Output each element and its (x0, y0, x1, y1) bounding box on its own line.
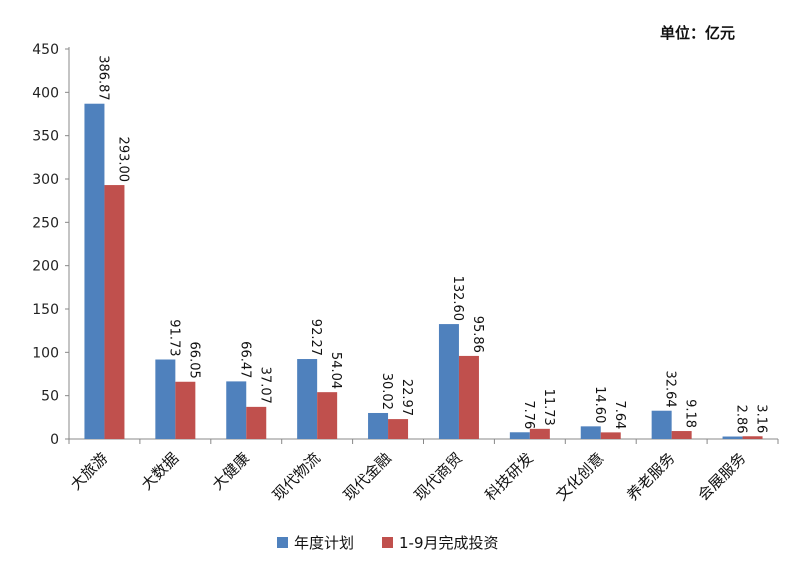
category-label: 会展服务 (694, 449, 749, 504)
y-tick-label: 300 (32, 172, 59, 188)
category-label: 大数据 (138, 449, 183, 494)
y-tick-label: 50 (41, 389, 59, 405)
category-label: 现代物流 (269, 449, 324, 504)
bar (722, 436, 743, 439)
y-tick-label: 100 (32, 345, 59, 361)
bar (600, 432, 621, 439)
category-label: 大旅游 (67, 449, 112, 494)
y-tick-label: 250 (32, 215, 59, 231)
data-label: 14.60 (592, 386, 607, 423)
category-label: 养老服务 (623, 449, 678, 504)
data-label: 32.64 (663, 370, 678, 407)
bar (742, 436, 763, 439)
bar (458, 355, 479, 439)
data-label: 9.18 (683, 399, 698, 428)
bar (368, 412, 389, 439)
data-label: 293.00 (115, 137, 130, 183)
legend-label: 1-9月完成投资 (399, 534, 499, 552)
bar (529, 428, 550, 439)
bar (388, 419, 409, 439)
data-label: 37.07 (257, 367, 272, 404)
bar (104, 185, 125, 439)
data-label: 95.86 (470, 316, 485, 353)
bar (175, 381, 196, 439)
data-label: 22.97 (399, 379, 414, 416)
bar (226, 381, 247, 439)
bar (509, 432, 530, 439)
category-label: 现代商贸 (411, 449, 466, 504)
bar (297, 359, 318, 439)
data-label: 30.02 (379, 373, 394, 410)
legend-label: 年度计划 (294, 534, 354, 552)
bar (246, 406, 267, 439)
y-tick-label: 200 (32, 259, 59, 275)
y-tick-label: 150 (32, 302, 59, 318)
bar (671, 431, 692, 439)
category-label: 大健康 (209, 449, 254, 494)
data-label: 7.64 (612, 400, 627, 429)
bar (438, 324, 459, 439)
data-label: 54.04 (328, 352, 343, 389)
data-label: 3.16 (754, 404, 769, 433)
bar (84, 103, 105, 439)
bar (155, 359, 176, 439)
data-label: 386.87 (95, 55, 110, 101)
data-label: 11.73 (541, 389, 556, 426)
data-label: 91.73 (166, 319, 181, 356)
category-label: 文化创意 (552, 449, 607, 504)
y-tick-label: 450 (32, 42, 59, 58)
bar (651, 410, 672, 439)
category-label: 科技研发 (482, 449, 537, 504)
data-label: 7.76 (521, 400, 536, 429)
y-tick-label: 350 (32, 129, 59, 145)
data-label: 66.47 (237, 341, 252, 378)
legend-swatch (382, 537, 393, 548)
data-label: 2.86 (734, 405, 749, 434)
data-label: 66.05 (186, 342, 201, 379)
y-tick-label: 400 (32, 85, 59, 101)
bar (580, 426, 601, 439)
data-label: 92.27 (308, 319, 323, 356)
bar (317, 392, 338, 439)
category-label: 现代金融 (340, 449, 395, 504)
legend-swatch (277, 537, 288, 548)
data-label: 132.60 (450, 276, 465, 322)
y-tick-label: 0 (50, 432, 59, 448)
unit-label: 单位：亿元 (660, 24, 736, 42)
